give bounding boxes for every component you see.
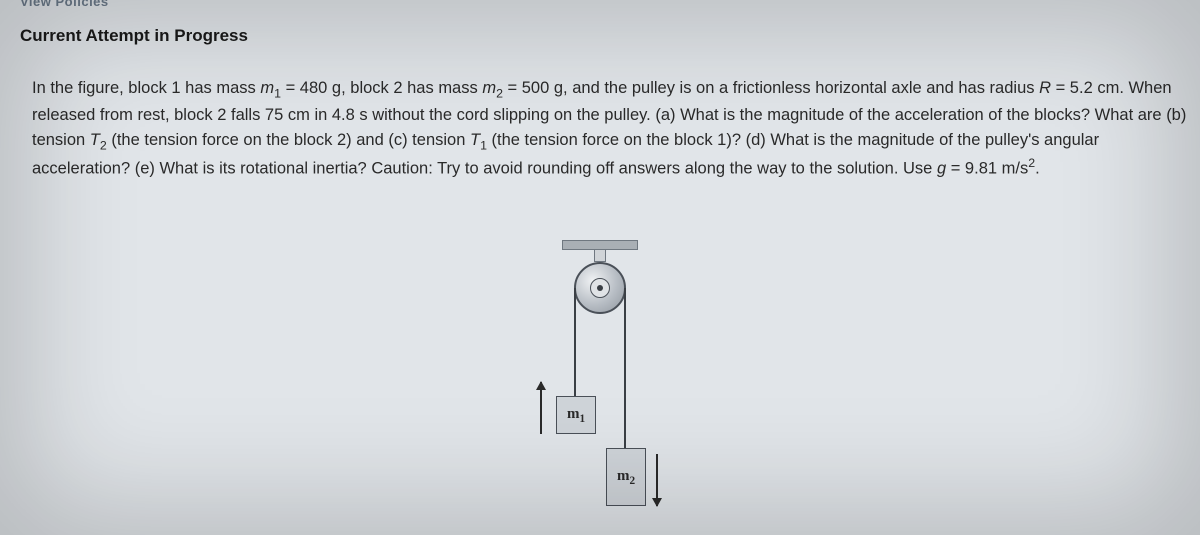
- subscript-T2: 2: [100, 138, 107, 152]
- ceiling-mount: [562, 240, 638, 250]
- pulley-figure: m1 m2: [520, 240, 680, 520]
- view-policies-label: View Policies: [20, 0, 109, 9]
- figure-container: m1 m2: [0, 240, 1200, 525]
- arrow-up-icon: [540, 382, 542, 434]
- block-m2: m2: [606, 448, 646, 506]
- m2-subscript: 2: [629, 475, 635, 487]
- text-fragment: = 480 g, block 2 has mass: [281, 79, 482, 97]
- m2-letter: m: [617, 468, 630, 484]
- m1-label: m1: [567, 406, 585, 425]
- text-fragment: = 500 g, and the pulley is on a friction…: [503, 79, 1039, 97]
- symbol-R: R: [1039, 79, 1051, 97]
- arrow-down-icon: [656, 454, 658, 506]
- m2-label: m2: [617, 468, 635, 487]
- m1-letter: m: [567, 406, 580, 422]
- symbol-m2: m: [482, 79, 496, 97]
- text-fragment: (the tension force on the block 2) and (…: [107, 131, 470, 149]
- subscript-2: 2: [496, 86, 503, 100]
- block-m1: m1: [556, 396, 596, 434]
- subscript-1: 1: [274, 86, 281, 100]
- text-fragment: = 9.81 m/s: [946, 160, 1028, 178]
- symbol-T2: T: [90, 131, 100, 149]
- symbol-m1: m: [260, 79, 274, 97]
- bracket: [594, 250, 606, 262]
- cord-left: [574, 288, 576, 398]
- cord-right: [624, 288, 626, 450]
- pulley-axle: [597, 285, 603, 291]
- m1-subscript: 1: [579, 413, 585, 425]
- text-fragment: .: [1035, 160, 1040, 178]
- subscript-T1: 1: [480, 138, 487, 152]
- symbol-T1: T: [470, 131, 480, 149]
- text-fragment: In the figure, block 1 has mass: [32, 79, 260, 97]
- symbol-g: g: [937, 160, 946, 178]
- problem-statement: In the figure, block 1 has mass m1 = 480…: [32, 76, 1190, 182]
- section-title: Current Attempt in Progress: [20, 26, 248, 46]
